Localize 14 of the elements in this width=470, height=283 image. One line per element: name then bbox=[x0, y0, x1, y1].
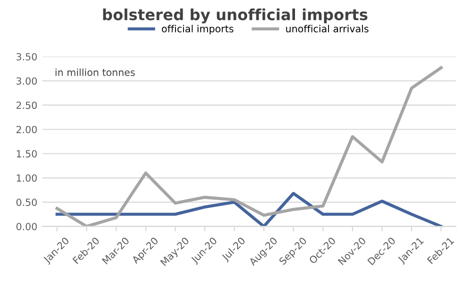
y-tick-label: 3.50 bbox=[16, 53, 37, 60]
legend-label: unofficial arrivals bbox=[286, 24, 368, 32]
y-tick-label: 3.00 bbox=[16, 77, 37, 85]
legend-label: official imports bbox=[162, 24, 234, 34]
y-tick-label: 0.00 bbox=[16, 222, 37, 230]
annotation: in million tonnes bbox=[56, 68, 135, 76]
y-tick-label: 0.50 bbox=[16, 198, 37, 206]
chart-title: bolstered by unofficial imports bbox=[103, 8, 368, 24]
line-series bbox=[56, 66, 443, 226]
y-tick-label: 2.00 bbox=[16, 126, 37, 134]
y-tick-label: 1.50 bbox=[16, 150, 37, 158]
y-tick-label: 2.50 bbox=[16, 102, 37, 109]
line-series bbox=[56, 192, 443, 226]
y-tick-label: 1.00 bbox=[16, 174, 37, 182]
